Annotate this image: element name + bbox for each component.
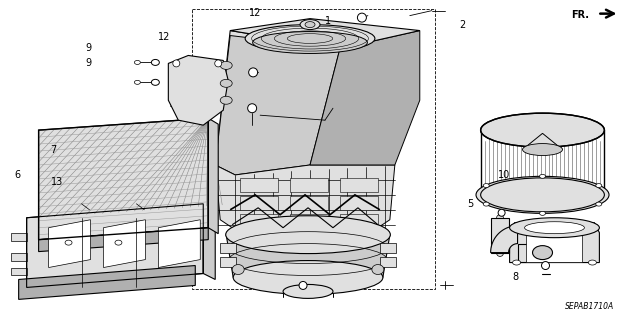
Text: 12: 12 (248, 8, 261, 18)
Ellipse shape (498, 209, 505, 216)
Bar (290, 178, 328, 192)
Ellipse shape (249, 68, 258, 77)
Ellipse shape (372, 264, 384, 274)
Text: 1: 1 (325, 16, 332, 26)
Bar (220, 256, 236, 267)
Polygon shape (215, 31, 340, 170)
Text: 9: 9 (85, 58, 91, 68)
Polygon shape (522, 133, 563, 150)
Text: 11: 11 (208, 72, 221, 82)
Polygon shape (168, 56, 228, 125)
Ellipse shape (541, 262, 550, 270)
Polygon shape (38, 118, 208, 240)
Bar (192, 9, 435, 289)
Ellipse shape (300, 19, 320, 30)
Ellipse shape (513, 260, 520, 265)
Ellipse shape (220, 96, 232, 104)
Ellipse shape (509, 218, 600, 238)
Text: 8: 8 (513, 272, 519, 282)
Ellipse shape (115, 240, 122, 245)
Ellipse shape (522, 144, 563, 156)
Ellipse shape (65, 240, 72, 245)
Ellipse shape (220, 79, 232, 87)
Text: 10: 10 (497, 170, 510, 180)
Ellipse shape (134, 60, 140, 64)
Bar (11, 268, 27, 276)
Polygon shape (19, 265, 195, 300)
Bar (340, 214, 378, 228)
Polygon shape (104, 220, 145, 268)
Ellipse shape (481, 113, 604, 147)
Text: 3: 3 (575, 193, 582, 203)
Polygon shape (509, 223, 600, 263)
Ellipse shape (481, 178, 604, 212)
Ellipse shape (588, 260, 596, 265)
Text: 2: 2 (460, 19, 465, 30)
Ellipse shape (152, 59, 159, 65)
Ellipse shape (483, 202, 489, 206)
Ellipse shape (540, 211, 545, 215)
Text: 9: 9 (85, 43, 91, 53)
Ellipse shape (476, 176, 609, 213)
Ellipse shape (483, 184, 489, 188)
Text: 6: 6 (15, 170, 21, 180)
Bar (340, 196, 378, 210)
Text: 5: 5 (467, 199, 473, 209)
Polygon shape (27, 204, 204, 287)
Polygon shape (226, 235, 390, 278)
Polygon shape (204, 204, 215, 279)
Text: FR.: FR. (572, 10, 589, 20)
Text: SEPAB1710A: SEPAB1710A (564, 302, 614, 311)
Bar (380, 256, 396, 267)
Text: 7: 7 (51, 145, 57, 155)
Polygon shape (491, 226, 518, 253)
Ellipse shape (525, 222, 584, 234)
Polygon shape (38, 228, 208, 252)
Ellipse shape (596, 184, 602, 188)
Polygon shape (230, 19, 420, 48)
Bar (491, 218, 509, 253)
Ellipse shape (173, 60, 180, 67)
Bar (290, 214, 328, 228)
Text: 12: 12 (159, 32, 171, 42)
Ellipse shape (253, 32, 367, 54)
Bar (290, 196, 328, 210)
Bar (11, 233, 27, 241)
Text: 12: 12 (280, 262, 292, 272)
Ellipse shape (305, 22, 315, 27)
Ellipse shape (134, 80, 140, 84)
Ellipse shape (220, 62, 232, 70)
Bar (240, 178, 278, 192)
Ellipse shape (540, 174, 545, 178)
Ellipse shape (232, 264, 244, 274)
Bar (518, 244, 543, 262)
Polygon shape (527, 230, 582, 263)
Ellipse shape (233, 261, 383, 294)
Polygon shape (215, 35, 340, 175)
Polygon shape (158, 220, 200, 268)
Ellipse shape (226, 216, 390, 254)
Bar (380, 243, 396, 253)
Ellipse shape (152, 79, 159, 85)
Ellipse shape (596, 202, 602, 206)
Bar (240, 214, 278, 228)
Bar (220, 243, 236, 253)
Ellipse shape (357, 13, 366, 22)
Polygon shape (49, 220, 90, 268)
Ellipse shape (299, 281, 307, 289)
Text: 13: 13 (51, 177, 63, 187)
Text: 4: 4 (170, 100, 176, 110)
Bar (340, 178, 378, 192)
Ellipse shape (283, 285, 333, 298)
Polygon shape (215, 165, 395, 248)
Bar (11, 253, 27, 261)
Ellipse shape (215, 60, 221, 67)
Polygon shape (208, 118, 218, 234)
Ellipse shape (532, 246, 552, 260)
Polygon shape (310, 31, 420, 165)
Ellipse shape (248, 104, 257, 113)
Ellipse shape (245, 25, 375, 52)
Bar (240, 196, 278, 210)
